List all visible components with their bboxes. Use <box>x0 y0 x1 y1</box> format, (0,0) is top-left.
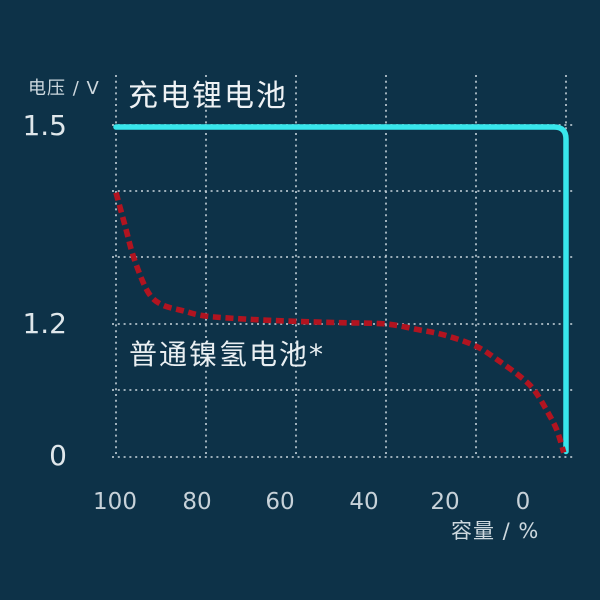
x-tick-60: 60 <box>265 489 295 515</box>
x-tick-80: 80 <box>182 489 212 515</box>
y-tick-0: 0 <box>49 439 67 472</box>
nimh-curve <box>113 191 567 454</box>
x-tick-20: 20 <box>430 489 460 515</box>
y-axis-label: 电压 / V <box>28 78 100 99</box>
x-tick-40: 40 <box>349 489 379 515</box>
x-tick-0: 0 <box>515 489 531 515</box>
x-axis-label: 容量 / % <box>451 519 540 543</box>
y-tick-1-2: 1.2 <box>22 307 67 340</box>
lithium-curve <box>113 124 569 455</box>
series-label-lithium: 充电锂电池 <box>128 79 288 114</box>
y-tick-1-5: 1.5 <box>22 109 67 142</box>
series-label-nimh: 普通镍氢电池* <box>129 338 326 371</box>
x-tick-100: 100 <box>93 489 137 515</box>
